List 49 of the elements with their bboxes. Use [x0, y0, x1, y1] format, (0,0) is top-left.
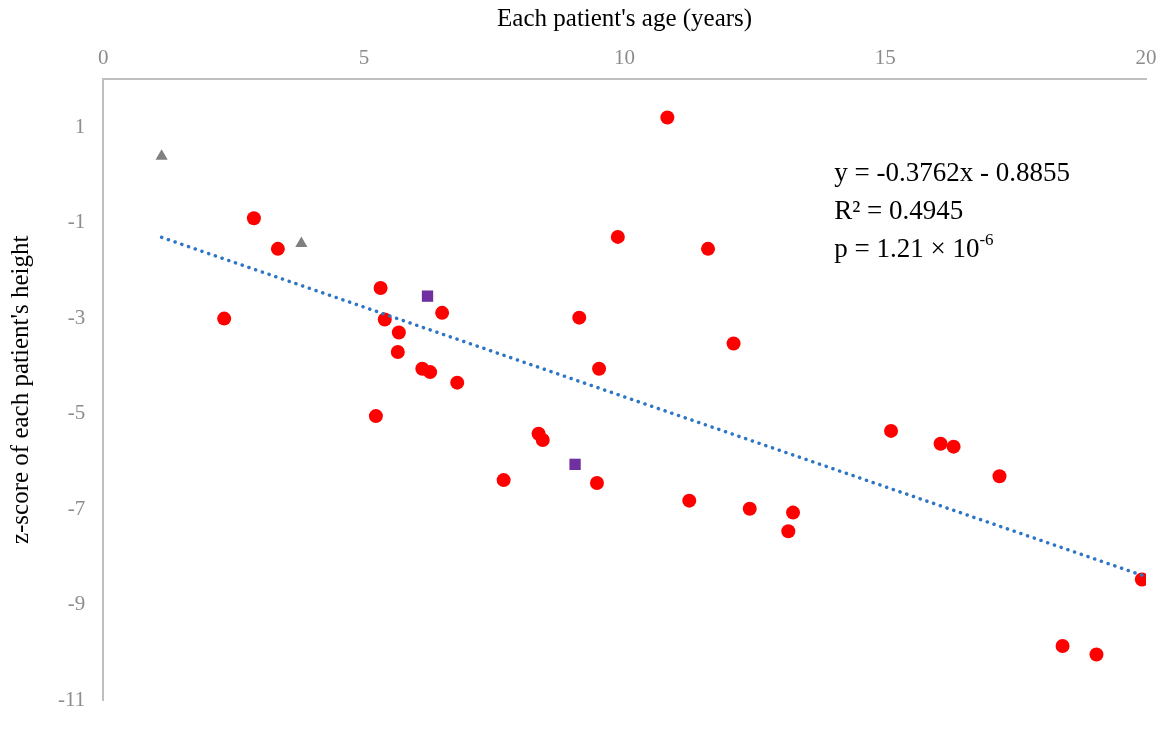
- point: [155, 149, 168, 160]
- point: [450, 375, 465, 390]
- point: [423, 365, 438, 380]
- point: [270, 241, 285, 256]
- y-tick-label: -1: [67, 209, 86, 234]
- x-tick-label: 10: [614, 45, 636, 70]
- x-tick-label: 0: [97, 45, 109, 70]
- point: [217, 311, 232, 326]
- point: [781, 524, 796, 539]
- point: [391, 325, 406, 340]
- point: [295, 236, 308, 248]
- y-tick-label: -9: [67, 591, 86, 616]
- point: [682, 493, 697, 508]
- point: [535, 432, 550, 447]
- point: [884, 423, 899, 438]
- y-tick-label: -7: [67, 495, 86, 520]
- y-tick-label: -11: [58, 686, 86, 711]
- x-tick-label: 15: [874, 45, 896, 70]
- point: [421, 290, 434, 302]
- point: [589, 475, 604, 490]
- y-axis-title: z-score of each patient's height: [5, 235, 33, 545]
- point: [946, 439, 961, 454]
- annotation: R² = 0.4945: [834, 195, 964, 226]
- point: [701, 241, 716, 256]
- point: [496, 473, 511, 488]
- point: [592, 361, 607, 376]
- point: [569, 458, 581, 470]
- y-tick-label: -3: [67, 304, 86, 329]
- point: [933, 436, 948, 451]
- y-tick-label: 1: [74, 113, 86, 138]
- annotation: y = -0.3762x - 0.8855: [834, 157, 1070, 188]
- x-tick-label: 5: [358, 45, 370, 70]
- point: [572, 310, 587, 325]
- point: [390, 345, 405, 360]
- point: [435, 305, 450, 320]
- point: [610, 229, 625, 244]
- point: [1089, 647, 1104, 662]
- y-tick-label: -5: [67, 400, 86, 425]
- point: [992, 469, 1007, 484]
- point: [786, 505, 801, 520]
- point: [726, 336, 741, 351]
- point: [660, 110, 675, 125]
- point: [373, 281, 388, 296]
- point: [368, 409, 383, 424]
- point: [1055, 638, 1070, 653]
- point: [742, 501, 757, 516]
- point: [246, 211, 261, 226]
- x-axis-title: Each patient's age (years): [497, 3, 753, 32]
- x-tick-label: 20: [1135, 45, 1157, 70]
